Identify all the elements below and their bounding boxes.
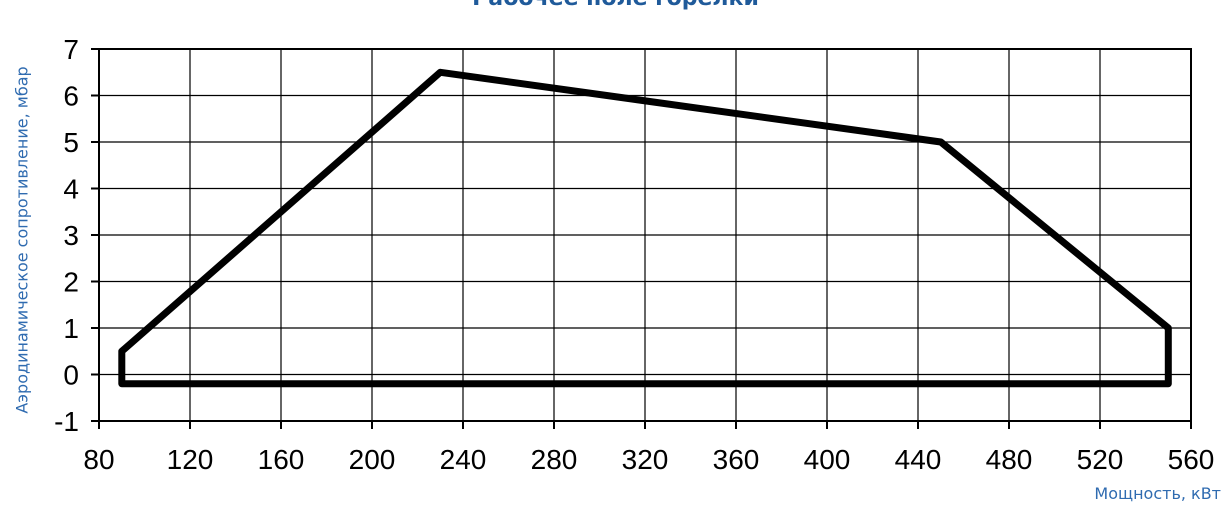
y-tick-label: -1 (54, 406, 79, 437)
x-tick-label: 560 (1168, 444, 1215, 475)
y-tick-label: 3 (63, 220, 79, 251)
x-tick-label: 320 (622, 444, 669, 475)
x-tick-label: 120 (167, 444, 214, 475)
x-tick-label: 400 (804, 444, 851, 475)
x-tick-label: 200 (349, 444, 396, 475)
y-tick-label: 5 (63, 127, 79, 158)
y-tick-labels: -1 0 1 2 3 4 5 6 7 (54, 34, 79, 437)
x-tick-labels: 80 120 160 200 240 280 320 360 400 440 480 520 560 (83, 444, 1214, 475)
y-axis-label: Аэродинамическое сопротивление, мбар (12, 66, 32, 414)
data-point (1167, 327, 1169, 329)
x-tick-label: 480 (986, 444, 1033, 475)
x-tick-label: 440 (895, 444, 942, 475)
x-tick-label: 360 (713, 444, 760, 475)
x-tick-label: 520 (1077, 444, 1124, 475)
y-tick-label: 0 (63, 360, 79, 391)
series-layer (118, 68, 1172, 388)
data-point (121, 383, 123, 385)
y-tick-label: 2 (63, 267, 79, 298)
y-tick-label: 7 (63, 34, 79, 65)
data-point (121, 350, 123, 352)
data-point (1167, 383, 1169, 385)
x-tick-label: 160 (258, 444, 305, 475)
x-axis-label: Мощность, кВт (1094, 484, 1221, 503)
y-tick-label: 1 (63, 313, 79, 344)
y-tick-label: 4 (63, 174, 79, 205)
data-point (439, 71, 441, 73)
data-point (940, 141, 942, 143)
chart-title: Рабочее поле горелки (0, 0, 1231, 11)
x-tick-label: 240 (440, 444, 487, 475)
y-tick-label: 6 (63, 81, 79, 112)
x-tick-label: 280 (531, 444, 578, 475)
x-tick-label: 80 (83, 444, 114, 475)
grid (91, 48, 1192, 429)
